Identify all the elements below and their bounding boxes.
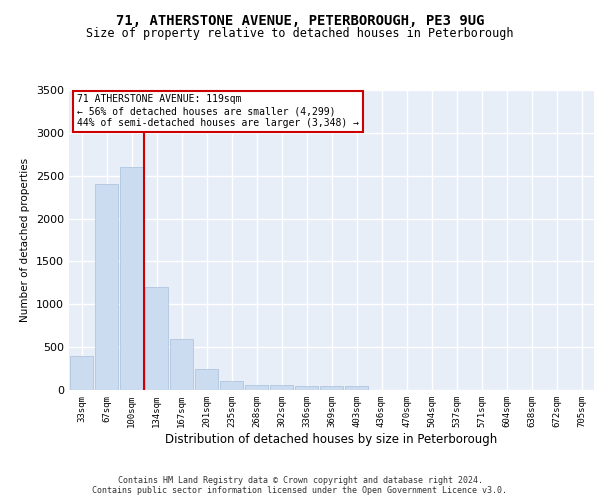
Text: 71 ATHERSTONE AVENUE: 119sqm
← 56% of detached houses are smaller (4,299)
44% of: 71 ATHERSTONE AVENUE: 119sqm ← 56% of de… [77, 94, 359, 128]
Bar [245, 385, 268, 390]
Bar [270, 386, 293, 390]
Bar [220, 382, 243, 390]
Bar [170, 338, 193, 390]
Bar [120, 167, 143, 390]
Text: 71, ATHERSTONE AVENUE, PETERBOROUGH, PE3 9UG: 71, ATHERSTONE AVENUE, PETERBOROUGH, PE3… [116, 14, 484, 28]
X-axis label: Distribution of detached houses by size in Peterborough: Distribution of detached houses by size … [166, 432, 497, 446]
Bar [295, 386, 318, 390]
Bar [195, 368, 218, 390]
Bar [70, 356, 93, 390]
Bar [345, 386, 368, 390]
Bar [320, 386, 343, 390]
Text: Size of property relative to detached houses in Peterborough: Size of property relative to detached ho… [86, 28, 514, 40]
Y-axis label: Number of detached properties: Number of detached properties [20, 158, 31, 322]
Bar [95, 184, 118, 390]
Text: Contains HM Land Registry data © Crown copyright and database right 2024.
Contai: Contains HM Land Registry data © Crown c… [92, 476, 508, 495]
Bar [145, 287, 168, 390]
